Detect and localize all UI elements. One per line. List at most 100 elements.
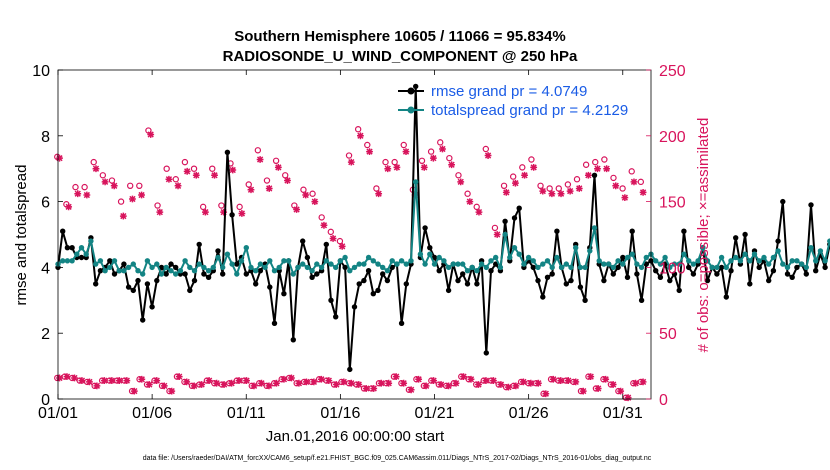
totalspread-point — [742, 251, 748, 257]
obs-assimilated-marker — [437, 381, 445, 388]
obs-possible-marker — [592, 158, 599, 166]
rmse-point — [370, 291, 376, 297]
obs-possible-marker — [318, 214, 325, 221]
rmse-point — [653, 268, 659, 274]
obs-assimilated-marker — [370, 385, 378, 392]
rmse-point — [455, 277, 461, 284]
obs-assimilated-marker — [273, 379, 280, 387]
totalspread-point — [300, 261, 306, 267]
obs-assimilated-marker — [639, 378, 647, 386]
obs-possible-marker — [500, 182, 508, 190]
rmse-point — [215, 248, 221, 254]
totalspread-point — [314, 261, 320, 267]
obs-assimilated-marker — [594, 165, 601, 173]
obs-assimilated-marker — [86, 378, 93, 386]
totalspread-point — [723, 264, 729, 271]
totalspread-point — [422, 261, 428, 267]
obs-assimilated-marker — [497, 381, 505, 388]
rmse-point — [323, 241, 329, 248]
legend-totalspread-marker — [407, 106, 415, 114]
totalspread-point — [676, 261, 682, 267]
y-right-tick-label: 150 — [659, 195, 686, 212]
rmse-point — [267, 284, 273, 290]
y-left-tick-label: 8 — [41, 129, 50, 146]
totalspread-point — [695, 258, 701, 264]
obs-assimilated-marker — [466, 198, 474, 205]
rmse-point — [629, 228, 635, 234]
obs-assimilated-marker — [183, 378, 191, 386]
rmse-point — [229, 212, 235, 218]
totalspread-point — [445, 264, 452, 271]
obs-possible-marker — [163, 165, 170, 172]
y-axis-right: 0 50 100 150 200 250 — [646, 63, 686, 409]
obs-assimilated-marker — [147, 131, 155, 138]
totalspread-point — [714, 264, 720, 271]
totalspread-point — [535, 264, 541, 271]
totalspread-point — [464, 268, 471, 274]
totalspread-point — [544, 258, 551, 264]
y-axis-left-label: rmse and totalspread — [13, 165, 30, 306]
obs-assimilated-marker — [165, 175, 173, 183]
totalspread-point — [450, 261, 456, 267]
obs-assimilated-marker — [347, 158, 355, 166]
obs-assimilated-marker — [56, 374, 63, 382]
y-axis-right-label: # of obs: o=possible; ×=assimilated — [695, 118, 712, 353]
obs-assimilated-marker — [288, 374, 295, 382]
obs-assimilated-marker — [183, 167, 191, 175]
obs-assimilated-marker — [280, 375, 288, 383]
rmse-point — [257, 268, 264, 274]
totalspread-point — [756, 258, 762, 264]
rmse-point — [64, 245, 71, 251]
totalspread-point — [342, 254, 348, 261]
rmse-point — [502, 218, 508, 224]
legend-rmse-marker — [407, 87, 415, 95]
legend-totalspread-label: totalspread grand pr = 4.2129 — [431, 102, 628, 119]
rmse-point — [93, 281, 99, 287]
obs-assimilated-marker — [482, 377, 490, 384]
obs-assimilated-marker — [539, 187, 547, 195]
totalspread-point — [389, 258, 395, 264]
rmse-point — [361, 277, 367, 284]
obs-assimilated-marker — [123, 377, 131, 384]
obs-assimilated-marker — [407, 386, 415, 394]
rmse-point — [690, 271, 697, 277]
totalspread-point — [798, 261, 805, 267]
totalspread-point — [135, 268, 141, 274]
obs-assimilated-marker — [609, 381, 617, 388]
rmse-point — [300, 238, 306, 244]
totalspread-point — [125, 264, 132, 271]
totalspread-point — [191, 268, 198, 274]
totalspread-point — [502, 231, 508, 238]
obs-assimilated-marker — [534, 379, 542, 387]
rmse-point — [667, 277, 673, 284]
obs-assimilated-marker — [452, 379, 460, 387]
obs-assimilated-marker — [78, 377, 86, 384]
obs-possible-marker — [345, 152, 353, 159]
rmse-point — [638, 297, 645, 303]
y-right-tick-label: 100 — [659, 260, 686, 277]
totalspread-point — [149, 264, 155, 271]
rmse-point — [544, 274, 551, 280]
obs-possible-marker — [482, 145, 490, 153]
totalspread-point — [347, 268, 353, 274]
rmse-point — [309, 274, 315, 280]
rmse-point — [662, 261, 668, 267]
totalspread-point — [653, 258, 659, 264]
obs-assimilated-marker — [355, 381, 363, 388]
totalspread-point — [158, 271, 165, 277]
x-axis: 01/01 01/06 01/11 01/16 01/21 01/26 01/31 — [38, 70, 643, 422]
obs-possible-marker — [582, 161, 590, 168]
totalspread-point — [182, 258, 188, 264]
rmse-point — [69, 245, 75, 251]
obs-assimilated-marker — [557, 377, 565, 384]
obs-assimilated-marker — [519, 378, 527, 386]
rmse-point — [756, 264, 762, 271]
rmse-point — [144, 281, 151, 287]
rmse-point — [615, 264, 621, 271]
obs-assimilated-marker — [475, 381, 482, 388]
totalspread-point — [474, 268, 480, 274]
rmse-point — [224, 149, 231, 155]
rmse-point — [780, 198, 786, 205]
rmse-point — [643, 261, 649, 267]
rmse-point — [163, 271, 169, 277]
